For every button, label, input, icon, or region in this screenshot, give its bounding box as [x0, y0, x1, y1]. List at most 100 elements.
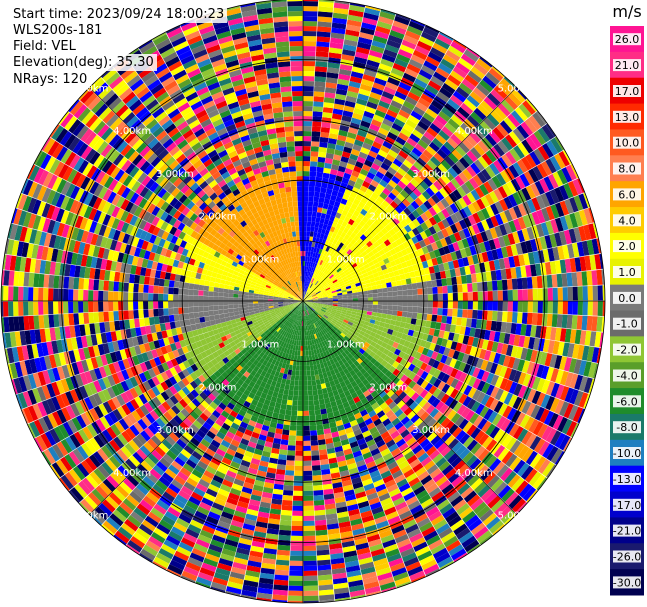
velocity-bin — [415, 233, 424, 242]
velocity-bin — [405, 278, 412, 285]
velocity-bin — [432, 119, 445, 130]
velocity-bin — [351, 311, 357, 316]
velocity-bin — [402, 306, 408, 312]
velocity-bin — [358, 36, 373, 45]
velocity-bin — [411, 312, 418, 319]
velocity-bin — [576, 241, 585, 257]
velocity-bin — [471, 201, 481, 213]
velocity-bin — [330, 286, 336, 291]
velocity-bin — [542, 143, 554, 158]
velocity-bin — [433, 329, 440, 337]
velocity-bin — [348, 9, 364, 18]
velocity-bin — [447, 74, 462, 87]
velocity-bin — [331, 262, 337, 268]
velocity-bin — [493, 352, 501, 364]
velocity-bin — [515, 242, 523, 255]
velocity-bin — [567, 343, 575, 358]
velocity-bin — [470, 147, 482, 159]
velocity-bin — [337, 191, 344, 199]
velocity-bin — [405, 119, 417, 129]
velocity-bin — [445, 49, 461, 62]
velocity-bin — [315, 51, 329, 58]
velocity-bin — [589, 254, 597, 271]
velocity-bin — [333, 281, 339, 285]
velocity-bin — [516, 159, 528, 173]
velocity-bin — [282, 429, 290, 436]
velocity-bin — [390, 200, 399, 209]
velocity-bin — [414, 269, 421, 277]
velocity-bin — [356, 46, 370, 55]
velocity-bin — [480, 196, 490, 208]
velocity-bin — [306, 286, 309, 292]
velocity-bin — [517, 229, 525, 243]
velocity-bin — [470, 66, 485, 80]
velocity-bin — [306, 231, 311, 237]
velocity-bin — [289, 555, 303, 561]
velocity-bin — [579, 256, 587, 272]
velocity-bin — [588, 378, 595, 394]
velocity-bin — [305, 292, 309, 297]
velocity-bin — [372, 211, 380, 220]
velocity-bin — [303, 196, 309, 202]
velocity-bin — [328, 138, 337, 145]
velocity-bin — [307, 385, 313, 391]
velocity-bin — [552, 301, 558, 314]
velocity-bin — [387, 212, 396, 221]
velocity-bin — [459, 157, 470, 169]
velocity-bin — [303, 236, 307, 242]
velocity-bin — [531, 313, 538, 326]
velocity-bin — [577, 344, 585, 360]
velocity-bin — [434, 38, 450, 50]
velocity-bin — [409, 87, 423, 98]
velocity-bin — [338, 301, 343, 303]
velocity-bin — [338, 242, 344, 249]
velocity-bin — [342, 301, 348, 304]
velocity-bin — [450, 178, 461, 189]
velocity-bin — [382, 187, 391, 196]
velocity-bin — [303, 66, 315, 72]
velocity-bin — [402, 159, 413, 169]
velocity-bin — [417, 120, 429, 131]
velocity-bin — [317, 297, 323, 300]
velocity-bin — [367, 208, 376, 216]
velocity-bin — [403, 207, 412, 216]
velocity-bin — [330, 169, 338, 176]
velocity-bin — [394, 258, 401, 265]
velocity-bin — [305, 345, 309, 351]
velocity-bin — [318, 444, 327, 451]
velocity-bin — [288, 585, 303, 591]
velocity-bin — [387, 328, 394, 335]
velocity-bin — [307, 206, 313, 212]
velocity-bin — [317, 243, 322, 249]
velocity-bin — [561, 314, 568, 329]
velocity-bin — [476, 83, 490, 97]
velocity-bin — [562, 287, 568, 301]
velocity-bin — [470, 162, 481, 175]
velocity-bin — [433, 95, 447, 107]
velocity-bin — [361, 260, 368, 266]
velocity-bin — [298, 390, 303, 396]
velocity-bin — [314, 288, 320, 293]
velocity-bin — [276, 554, 290, 561]
velocity-bin — [331, 113, 343, 120]
velocity-bin — [363, 137, 374, 146]
velocity-bin — [404, 68, 419, 78]
velocity-bin — [305, 292, 309, 297]
velocity-bin — [311, 136, 320, 142]
velocity-bin — [481, 219, 490, 231]
velocity-bin — [387, 76, 401, 87]
velocity-bin — [482, 310, 488, 320]
velocity-bin — [345, 200, 353, 208]
velocity-bin — [340, 264, 346, 270]
velocity-bin — [400, 227, 408, 236]
velocity-bin — [426, 280, 433, 288]
velocity-bin — [297, 400, 303, 406]
velocity-bin — [376, 266, 383, 273]
velocity-bin — [505, 322, 512, 334]
velocity-bin — [539, 236, 548, 250]
velocity-bin — [347, 295, 353, 299]
velocity-bin — [361, 115, 373, 124]
velocity-bin — [312, 304, 318, 307]
velocity-bin — [341, 220, 348, 228]
velocity-bin — [476, 221, 485, 233]
